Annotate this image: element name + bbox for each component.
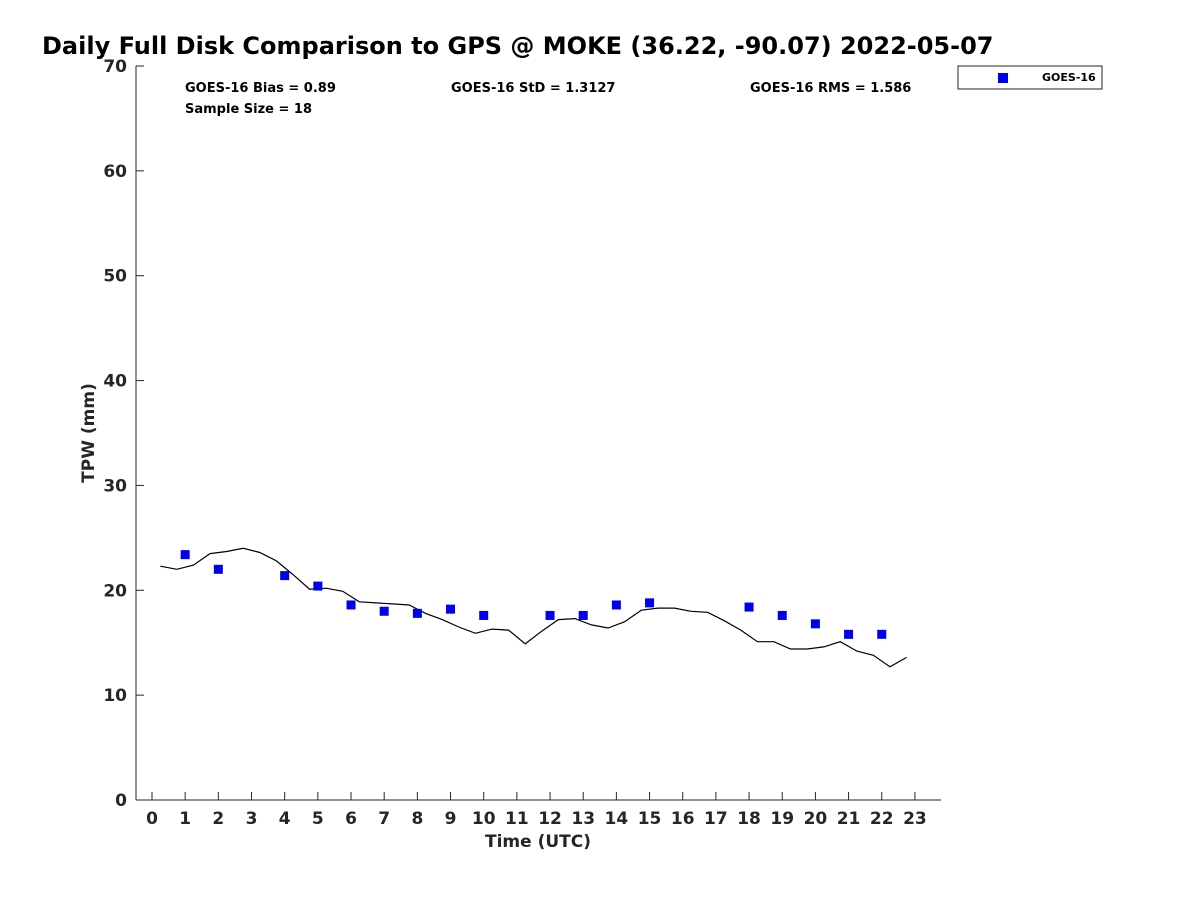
- goes16-point: [744, 602, 754, 612]
- x-tick-label: 15: [638, 809, 662, 829]
- gps-tpw-line: [160, 547, 907, 668]
- x-tick-label: 23: [903, 809, 927, 829]
- goes16-point: [777, 610, 787, 620]
- y-tick-label: 0: [115, 791, 127, 811]
- goes16-point: [844, 629, 854, 639]
- goes16-point: [346, 600, 356, 610]
- goes16-point: [280, 571, 290, 581]
- goes16-point: [479, 610, 489, 620]
- x-tick-label: 0: [146, 809, 158, 829]
- x-tick-label: 4: [279, 809, 291, 829]
- y-tick-label: 60: [103, 162, 127, 182]
- x-tick-label: 14: [605, 809, 629, 829]
- y-tick-label: 40: [103, 372, 127, 392]
- goes16-point: [213, 564, 223, 574]
- x-tick-label: 16: [671, 809, 695, 829]
- x-tick-label: 7: [378, 809, 390, 829]
- goes16-point: [446, 604, 456, 614]
- goes16-point: [611, 600, 621, 610]
- goes16-point: [313, 581, 323, 591]
- x-tick-label: 3: [246, 809, 258, 829]
- y-tick-label: 20: [103, 581, 127, 601]
- x-tick-label: 1: [179, 809, 191, 829]
- chart-title: Daily Full Disk Comparison to GPS @ MOKE…: [42, 32, 993, 60]
- y-tick-label: 50: [103, 267, 127, 287]
- x-tick-label: 12: [538, 809, 562, 829]
- x-tick-label: 6: [345, 809, 357, 829]
- x-tick-label: 9: [445, 809, 457, 829]
- series-layer: [160, 547, 907, 668]
- y-ticks: 0 10 20 30 40 50 60 70: [103, 57, 144, 811]
- x-tick-label: 8: [411, 809, 423, 829]
- goes16-point: [645, 598, 655, 608]
- goes16-point: [412, 608, 422, 618]
- y-tick-label: 30: [103, 476, 127, 496]
- stat-std: GOES-16 StD = 1.3127: [451, 81, 615, 96]
- x-tick-label: 11: [505, 809, 529, 829]
- x-tick-label: 18: [737, 809, 761, 829]
- x-tick-label: 17: [704, 809, 728, 829]
- x-tick-label: 19: [770, 809, 794, 829]
- goes16-point: [180, 550, 190, 560]
- y-axis-label: TPW (mm): [79, 383, 99, 483]
- legend-marker-goes16: [998, 73, 1008, 83]
- x-tick-label: 5: [312, 809, 324, 829]
- x-tick-label: 20: [804, 809, 828, 829]
- x-tick-label: 13: [571, 809, 595, 829]
- legend-label-goes16: GOES-16: [1042, 71, 1096, 84]
- legend: GOES-16: [957, 65, 1103, 90]
- x-tick-label: 2: [212, 809, 224, 829]
- x-ticks: 0 1 2 3 4 5 6 7 8 9 10 11 12 13 14 15 16 17 18 19 20 21 22 23: [146, 792, 927, 829]
- goes16-point: [545, 610, 555, 620]
- goes16-point: [877, 629, 887, 639]
- y-tick-label: 10: [103, 686, 127, 706]
- goes16-point: [810, 619, 820, 629]
- x-tick-label: 10: [472, 809, 496, 829]
- x-tick-label: 22: [870, 809, 894, 829]
- stat-sample-size: Sample Size = 18: [185, 102, 312, 117]
- goes16-point: [578, 610, 588, 620]
- legend-box: [957, 65, 1103, 90]
- x-tick-label: 21: [837, 809, 861, 829]
- x-axis-label: Time (UTC): [485, 832, 591, 852]
- y-tick-label: 70: [103, 57, 127, 77]
- goes16-point: [379, 606, 389, 616]
- stat-bias: GOES-16 Bias = 0.89: [185, 81, 336, 96]
- stat-rms: GOES-16 RMS = 1.586: [750, 81, 911, 96]
